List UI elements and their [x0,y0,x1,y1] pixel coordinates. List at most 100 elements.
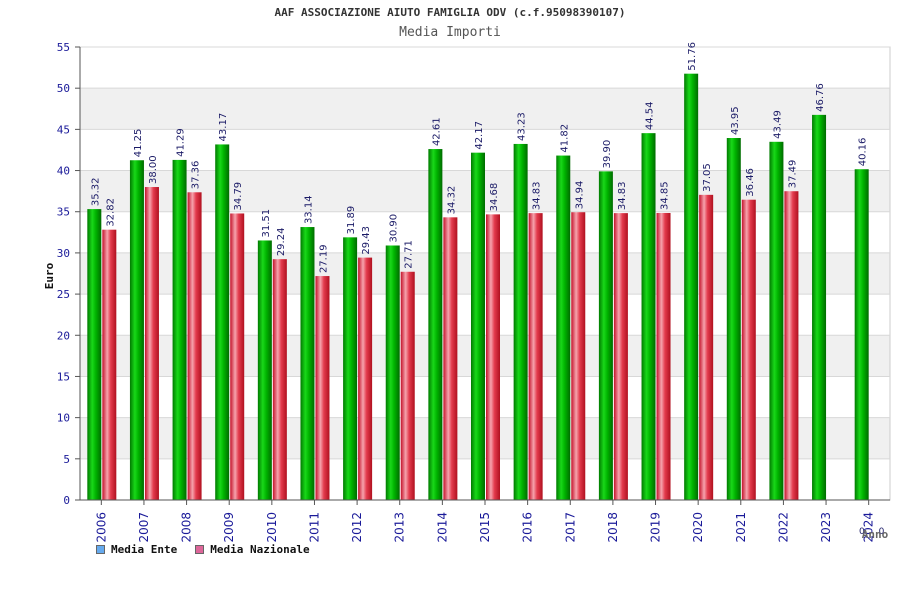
bar-media-ente-2008 [172,159,187,501]
y-tick-label: 55 [57,41,70,54]
x-tick-label: 2009 [222,512,236,543]
bar-media-ente-2007 [129,160,144,500]
bar-value-label: 34.94 [574,181,585,210]
y-tick-label: 40 [57,165,70,178]
bar-media-nazionale-2019 [656,212,671,501]
legend-swatch-media-nazionale [195,545,205,554]
x-tick-label: 2007 [137,512,151,543]
legend-item-media-nazionale: Media Nazionale [195,543,310,556]
bar-media-ente-2023 [812,114,827,500]
y-tick-label: 50 [57,82,70,95]
plot-band [80,47,890,89]
x-tick-label: 2023 [819,512,833,543]
bar-media-ente-2017 [556,155,571,500]
bar-value-label: 41.82 [559,124,570,153]
bar-media-ente-2014 [428,149,443,501]
y-tick-label: 0 [63,494,70,507]
bar-value-label: 34.79 [233,182,244,211]
bar-value-label: 33.14 [303,195,314,224]
y-tick-label: 20 [57,329,70,342]
bar-media-nazionale-2018 [613,213,628,501]
x-tick-label: 2008 [180,512,194,543]
chart-title: AAF ASSOCIAZIONE AIUTO FAMIGLIA ODV (c.f… [274,6,626,19]
bar-media-ente-2019 [641,133,656,501]
bar-value-label: 34.68 [489,183,500,212]
bar-value-label: 46.76 [815,83,826,112]
bar-media-ente-2021 [726,138,741,500]
bar-value-label: 43.49 [772,110,783,139]
y-axis-label: Euro [43,262,56,289]
bar-media-nazionale-2006 [102,229,117,500]
bar-value-label: 34.85 [660,181,671,210]
bar-media-ente-2013 [385,245,400,500]
bar-value-label: 35.32 [90,177,101,206]
bar-value-label: 42.61 [431,117,442,146]
bar-value-label: 27.19 [318,244,329,273]
x-tick-label: 2018 [606,512,620,543]
bar-media-nazionale-2022 [784,191,799,500]
bar-value-label: 30.90 [389,214,400,243]
bar-value-label: 37.49 [787,160,798,189]
x-tick-label: 2016 [521,512,535,543]
bar-value-label: 44.54 [645,102,656,131]
bar-media-ente-2010 [257,240,272,501]
x-tick-label: 2024 [862,512,876,543]
bar-value-label: 37.05 [702,163,713,192]
bar-value-label: 32.82 [105,198,116,227]
plot-band [80,88,890,130]
bar-value-label: 39.90 [602,140,613,169]
bar-media-nazionale-2016 [528,213,543,501]
x-tick-label: 2014 [435,512,449,543]
x-tick-label: 2011 [307,512,321,543]
bar-value-label: 42.17 [474,121,485,150]
bar-media-nazionale-2012 [358,257,373,500]
bar-media-ente-2015 [471,152,485,500]
y-tick-label: 5 [63,453,70,466]
bar-media-ente-2022 [769,141,784,501]
bar-media-nazionale-2011 [315,276,330,500]
bar-media-nazionale-2020 [699,194,714,501]
x-tick-label: 2006 [94,512,108,543]
bar-media-nazionale-2013 [400,271,415,500]
y-tick-label: 45 [57,123,70,136]
bar-value-label: 27.71 [404,240,415,269]
bar-value-label: 31.89 [346,206,357,235]
x-tick-label: 2022 [776,512,790,543]
bar-value-label: 31.51 [261,209,272,238]
bar-media-nazionale-2007 [144,187,159,500]
bar-value-label: 34.32 [446,186,457,215]
x-tick-label: 2017 [563,512,577,543]
bar-media-nazionale-2015 [486,214,500,500]
y-tick-label: 15 [57,370,70,383]
x-axis-label: Anno [862,528,889,541]
x-tick-label: 2012 [350,512,364,543]
x-extra-mark: 0 [879,527,885,537]
bar-media-nazionale-2014 [443,217,458,500]
x-tick-label: 2013 [393,512,407,543]
bar-value-label: 29.43 [361,226,372,255]
bar-value-label: 37.36 [191,161,202,190]
bars [87,73,869,501]
bar-value-label: 51.76 [687,42,698,71]
x-tick-label: 2015 [478,512,492,543]
bar-media-ente-2011 [300,227,315,500]
y-tick-label: 25 [57,288,70,301]
bar-media-nazionale-2009 [230,213,245,500]
bar-value-label: 29.24 [276,228,287,257]
bar-value-label: 43.17 [218,113,229,142]
bar-media-ente-2016 [513,143,528,500]
bar-value-label: 43.95 [730,106,741,135]
x-tick-label: 2019 [649,512,663,543]
chart-subtitle: Media Importi [399,25,501,40]
y-tick-label: 10 [57,412,70,425]
bar-value-label: 40.16 [858,138,869,167]
x-tick-label: 2021 [734,512,748,543]
x-extra-mark: 0 [859,527,865,537]
bar-media-ente-2018 [598,171,613,501]
x-tick-label: 2010 [265,512,279,543]
legend-item-media-ente: Media Ente [96,543,177,556]
bar-media-ente-2020 [684,73,699,500]
bar-value-label: 36.46 [745,168,756,197]
x-tick-label: 2020 [691,512,705,543]
